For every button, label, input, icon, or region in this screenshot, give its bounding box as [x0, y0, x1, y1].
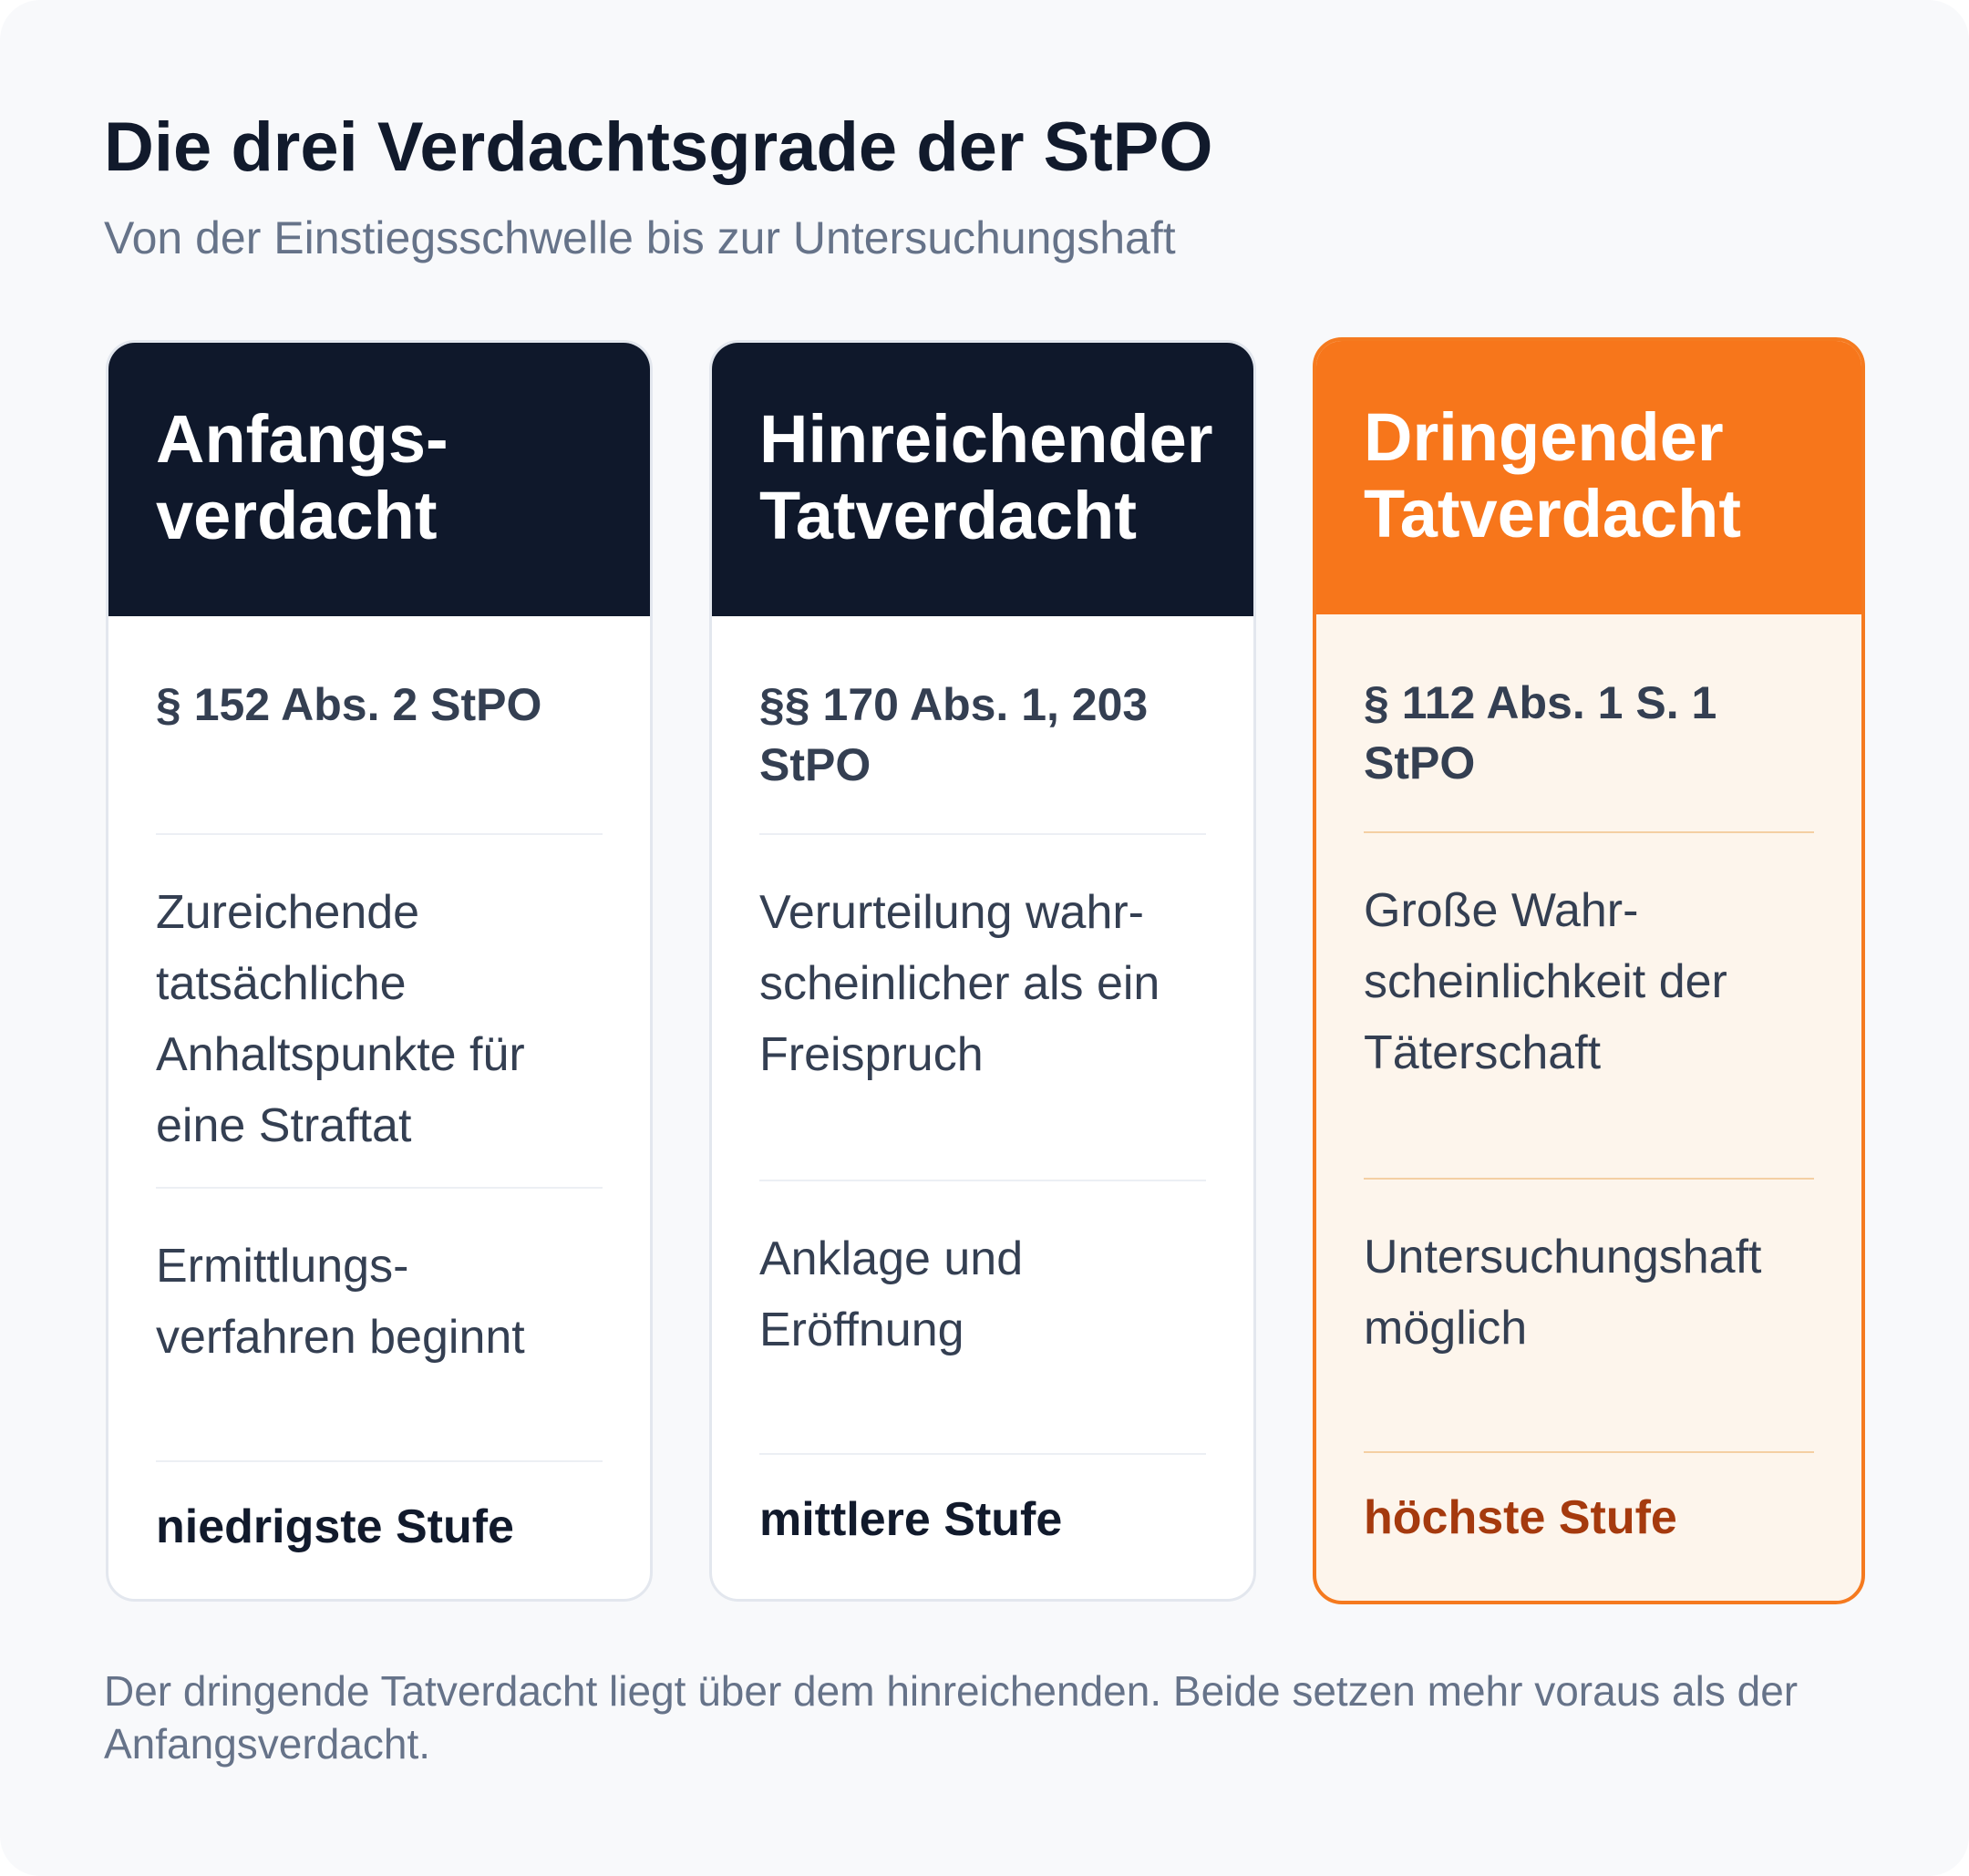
divider: [156, 1460, 603, 1462]
card-dringender-tatverdacht: Dringender Tatverdacht § 112 Abs. 1 S. 1…: [1313, 337, 1865, 1604]
card-body: § 112 Abs. 1 S. 1 StPO Große Wahr- schei…: [1364, 614, 1814, 1601]
card-hinreichender-tatverdacht: Hinreichender Tatverdacht §§ 170 Abs. 1,…: [709, 340, 1256, 1602]
card-level: mittlere Stufe: [759, 1493, 1063, 1546]
footnote: Der dringende Tatverdacht liegt über dem…: [104, 1667, 1799, 1768]
card-consequence: Anklage und Eröffnung: [759, 1232, 1024, 1356]
divider: [1364, 831, 1814, 833]
card-level: höchste Stufe: [1364, 1491, 1677, 1544]
card-consequence: Ermittlungs- verfahren beginnt: [156, 1240, 525, 1364]
card-norm: §§ 170 Abs. 1, 203 StPO: [759, 679, 1149, 790]
card-header: Dringender Tatverdacht: [1316, 341, 1861, 614]
card-description: Große Wahr- scheinlichkeit der Täterscha…: [1364, 884, 1727, 1079]
card-title: Hinreichender Tatverdacht: [759, 401, 1213, 553]
card-body: § 152 Abs. 2 StPO Zureichende tatsächlic…: [156, 616, 603, 1599]
divider: [759, 833, 1206, 835]
card-description: Verurteilung wahr- scheinlicher als ein …: [759, 886, 1160, 1081]
card-body: §§ 170 Abs. 1, 203 StPO Verurteilung wah…: [759, 616, 1206, 1599]
card-title: Dringender Tatverdacht: [1364, 399, 1741, 551]
card-title: Anfangs- verdacht: [156, 401, 448, 553]
page-title: Die drei Verdachtsgrade der StPO: [104, 108, 1213, 186]
card-header: Anfangs- verdacht: [108, 343, 650, 616]
card-description: Zureichende tatsächliche Anhaltspunkte f…: [156, 886, 525, 1152]
divider: [1364, 1178, 1814, 1180]
divider: [1364, 1451, 1814, 1453]
card-consequence: Untersuchungshaft möglich: [1364, 1231, 1762, 1355]
card-anfangsverdacht: Anfangs- verdacht § 152 Abs. 2 StPO Zure…: [106, 340, 653, 1602]
divider: [759, 1453, 1206, 1455]
card-header: Hinreichender Tatverdacht: [712, 343, 1253, 616]
page-subtitle: Von der Einstiegsschwelle bis zur Unters…: [104, 212, 1176, 263]
divider: [156, 1187, 603, 1189]
divider: [759, 1180, 1206, 1181]
card-level: niedrigste Stufe: [156, 1500, 514, 1553]
divider: [156, 833, 603, 835]
card-norm: § 112 Abs. 1 S. 1 StPO: [1364, 677, 1717, 789]
card-norm: § 152 Abs. 2 StPO: [156, 679, 542, 730]
